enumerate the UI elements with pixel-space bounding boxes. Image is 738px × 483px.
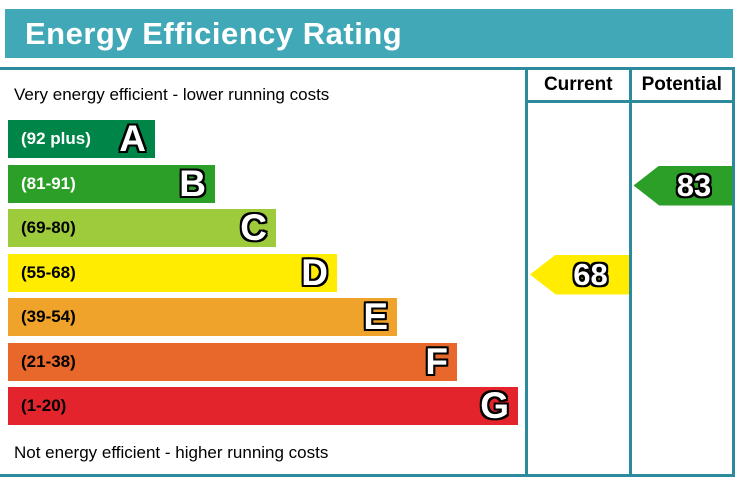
band-row-e: (39-54) E [8,296,525,338]
band-bar-b: (81-91) B [8,162,215,204]
band-bar-f: (21-38) F [8,340,457,382]
band-bar-e: (39-54) E [8,296,397,338]
band-range-label: (1-20) [21,396,67,416]
band-row-g: (1-20) G [8,385,525,427]
band-range-label: (69-80) [21,218,76,238]
band-letter: A [119,118,146,160]
band-bar-g: (1-20) G [8,385,518,427]
rating-table: Very energy efficient - lower running co… [0,67,735,477]
potential-column-header: Potential [631,70,732,103]
band-bar-a: (92 plus) A [8,118,155,160]
current-rating-value: 68 [573,256,608,292]
current-column: Current 68 [525,70,629,474]
rating-bands: (92 plus) A (81-91) B (69-80) C (55-68) D (39-54… [0,120,525,432]
title-bar: Energy Efficiency Rating [5,9,733,58]
bands-column: Very energy efficient - lower running co… [0,70,525,474]
band-letter: B [179,162,206,204]
band-letter: C [240,207,267,249]
band-letter: F [425,340,448,382]
band-letter: G [480,385,509,427]
caption-not-efficient: Not energy efficient - higher running co… [14,442,329,462]
band-bar-c: (69-80) C [8,207,276,249]
current-rating-arrow: 68 [530,254,629,295]
band-range-label: (39-54) [21,307,76,327]
band-range-label: (21-38) [21,351,76,371]
band-row-f: (21-38) F [8,340,525,382]
current-column-header: Current [528,70,629,103]
band-range-label: (81-91) [21,173,76,193]
band-range-label: (92 plus) [21,129,91,149]
band-row-b: (81-91) B [8,162,525,204]
band-bar-d: (55-68) D [8,251,337,293]
band-row-a: (92 plus) A [8,118,525,160]
current-column-body: 68 [528,103,629,474]
page-title: Energy Efficiency Rating [25,15,403,51]
band-letter: E [363,296,388,338]
potential-rating-value: 83 [676,167,712,203]
potential-column: Potential 83 [628,70,733,474]
band-row-d: (55-68) D [8,251,525,293]
caption-very-efficient: Very energy efficient - lower running co… [14,85,330,105]
band-row-c: (69-80) C [8,207,525,249]
potential-column-body: 83 [632,103,733,474]
potential-rating-arrow: 83 [633,165,733,206]
band-letter: D [301,251,328,293]
band-range-label: (55-68) [21,262,76,282]
